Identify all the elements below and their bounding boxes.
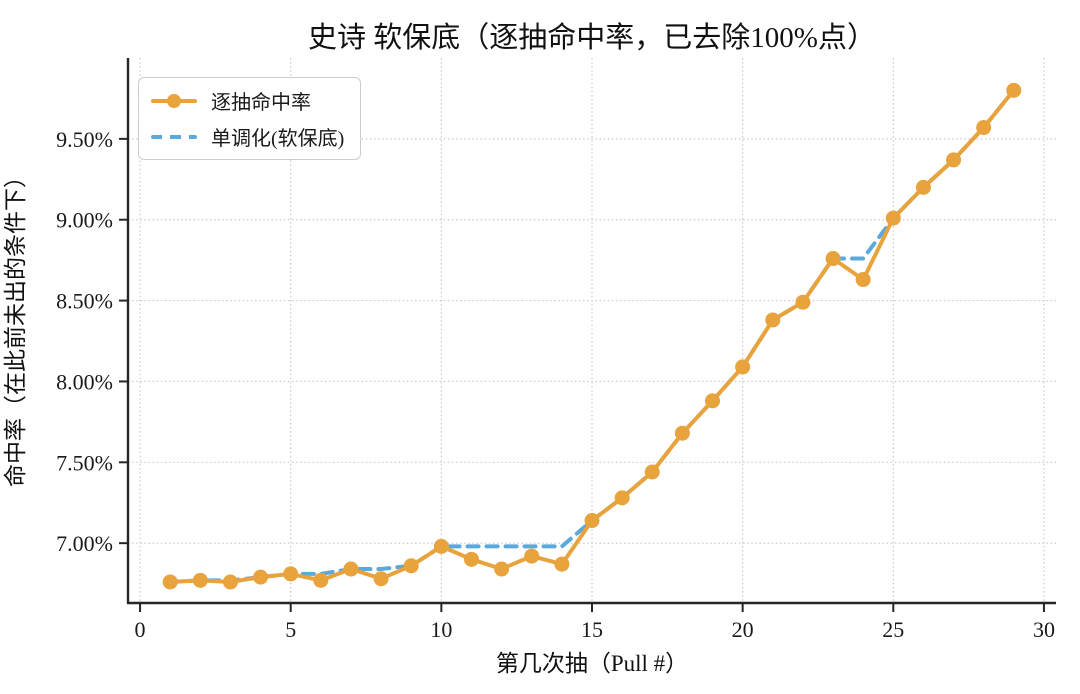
data-point-marker xyxy=(494,561,510,577)
data-point-marker xyxy=(976,120,992,136)
y-tick-label: 9.50% xyxy=(56,127,113,152)
legend-item-hit-rate: 逐抽命中率 xyxy=(151,86,344,115)
data-point-marker xyxy=(614,490,630,506)
x-tick-label: 10 xyxy=(430,617,452,642)
data-point-marker xyxy=(1006,82,1022,98)
series-line-monotonized xyxy=(168,88,1016,584)
x-axis-label: 第几次抽（Pull #） xyxy=(495,651,689,676)
data-point-marker xyxy=(946,152,962,168)
circle-marker-swatch xyxy=(167,93,181,108)
x-tick-label: 20 xyxy=(732,617,754,642)
data-point-marker xyxy=(343,561,359,577)
legend-item-monotonized: 单调化(软保底) xyxy=(151,122,344,151)
data-point-marker xyxy=(222,574,238,590)
y-tick-label: 7.00% xyxy=(56,531,113,556)
y-tick-label: 8.00% xyxy=(56,369,113,394)
legend-sample-solid-line-icon xyxy=(151,93,197,109)
data-point-marker xyxy=(705,393,721,409)
y-tick-label: 7.50% xyxy=(56,450,113,475)
data-point-marker xyxy=(524,548,540,564)
legend-label: 逐抽命中率 xyxy=(211,92,311,114)
dashed-line-swatch xyxy=(151,134,197,139)
x-tick-label: 5 xyxy=(285,617,296,642)
data-point-marker xyxy=(192,572,208,588)
data-point-marker xyxy=(825,251,841,267)
x-tick-label: 30 xyxy=(1033,617,1055,642)
chart-title: 史诗 软保底（逐抽命中率，已去除100%点） xyxy=(308,22,876,54)
data-point-marker xyxy=(644,464,660,480)
data-point-marker xyxy=(735,359,751,375)
x-tick-label: 15 xyxy=(581,617,603,642)
y-tick-label: 9.00% xyxy=(56,208,113,233)
data-point-marker xyxy=(855,272,871,288)
legend-sample-dashed-line-icon xyxy=(151,129,197,145)
data-point-marker xyxy=(674,425,690,441)
data-point-marker xyxy=(584,513,600,529)
y-tick-label: 8.50% xyxy=(56,289,113,314)
data-point-marker xyxy=(554,556,570,572)
data-point-marker xyxy=(253,569,269,585)
data-point-marker xyxy=(463,551,479,567)
data-point-marker xyxy=(283,566,299,582)
legend-label: 单调化(软保底) xyxy=(211,128,345,150)
data-point-marker xyxy=(162,574,178,590)
data-point-marker xyxy=(795,294,811,310)
data-point-marker xyxy=(885,210,901,226)
data-point-marker xyxy=(915,179,931,195)
series-line-hit-rate xyxy=(168,88,1016,584)
data-point-marker xyxy=(765,312,781,328)
data-point-marker xyxy=(313,572,329,588)
x-tick-label: 0 xyxy=(135,617,146,642)
y-axis-label: 命中率（在此前未出的条件下） xyxy=(3,165,28,487)
data-point-marker xyxy=(433,538,449,554)
x-tick-label: 25 xyxy=(882,617,904,642)
legend: 逐抽命中率 单调化(软保底) xyxy=(138,77,362,160)
data-point-marker xyxy=(403,558,419,574)
data-point-marker xyxy=(373,571,389,587)
